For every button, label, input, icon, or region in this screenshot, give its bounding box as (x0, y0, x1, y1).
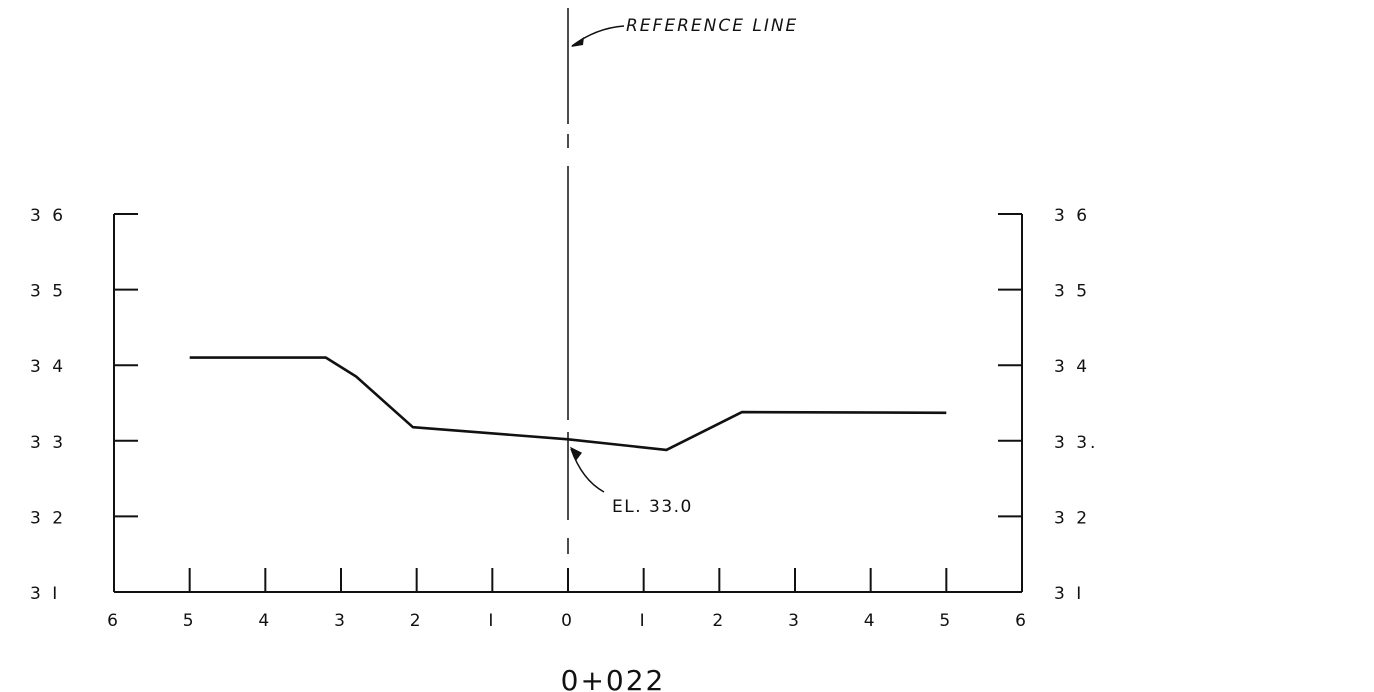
y-tick-label-left: 3 4 (30, 357, 66, 377)
x-tick-label: 0 (561, 611, 575, 631)
x-tick-label: 5 (183, 611, 197, 631)
x-tick-label: 4 (258, 611, 272, 631)
chart-annotations: REFERENCE LINE EL. 33.0 (570, 16, 798, 517)
x-tick-label: 3 (334, 611, 348, 631)
elevation-arrow-head (570, 446, 582, 461)
x-tick-label: 5 (939, 611, 953, 631)
chart-title: 0+022 (561, 664, 666, 692)
y-tick-label-right: 3 2 (1054, 508, 1090, 528)
profile-line (189, 356, 947, 452)
chart-tick-labels: 3 I 3 I 3 2 3 2 3 3 3 3. 3 4 3 4 3 5 3 5 3 6 3 6 6 5 4… (30, 206, 1098, 631)
chart-series (189, 356, 947, 452)
y-tick-label-right: 3 5 (1054, 282, 1090, 302)
y-tick-label-right: 3 I (1054, 584, 1084, 604)
reference-arrow-head (571, 37, 584, 47)
y-tick-label-left: 3 3 (30, 433, 66, 453)
x-tick-label: 6 (1015, 611, 1029, 631)
x-tick-label: I (640, 611, 648, 631)
y-tick-label-right: 3 3. (1054, 433, 1098, 453)
x-tick-label: 6 (107, 611, 121, 631)
y-tick-label-right: 3 4 (1054, 357, 1090, 377)
y-tick-label-left: 3 5 (30, 282, 66, 302)
x-tick-label: 2 (712, 611, 726, 631)
x-tick-label: 4 (864, 611, 878, 631)
elevation-arrow-leader (570, 448, 605, 493)
x-tick-label: I (488, 611, 496, 631)
reference-line-label: REFERENCE LINE (626, 16, 798, 36)
y-tick-label-right: 3 6 (1054, 206, 1090, 226)
y-tick-label-left: 3 I (30, 584, 60, 604)
x-tick-label: 3 (788, 611, 802, 631)
x-tick-label: 2 (410, 611, 424, 631)
elevation-label: EL. 33.0 (612, 497, 693, 517)
chart-ticks (114, 213, 1022, 592)
y-tick-label-left: 3 2 (30, 508, 66, 528)
y-tick-label-left: 3 6 (30, 206, 66, 226)
